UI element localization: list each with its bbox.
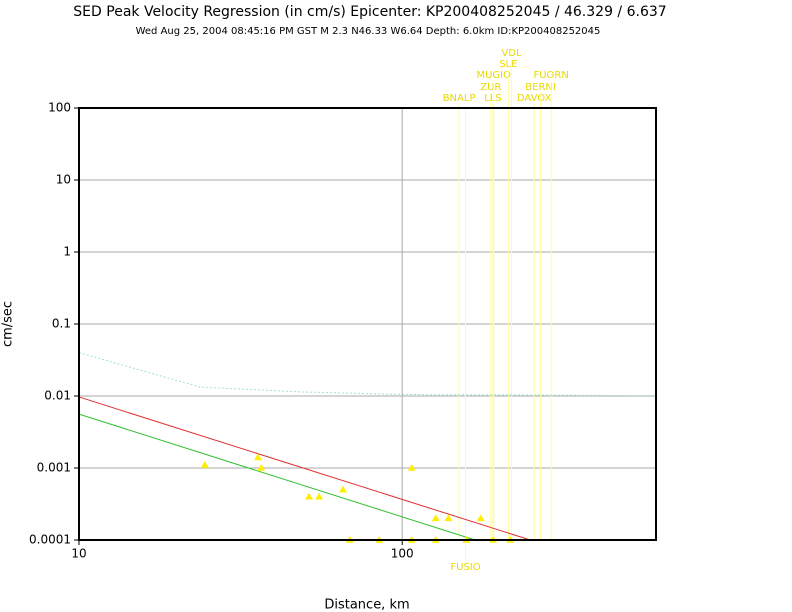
data-point [339, 485, 348, 493]
data-point [315, 492, 324, 500]
fit-line [78, 352, 657, 397]
data-point [407, 464, 416, 471]
y-tick-label: 0.01 [44, 389, 71, 403]
x-axis-label: Distance, km [324, 598, 409, 612]
plot-frame [78, 107, 657, 541]
x-tick-label: 10 [71, 547, 86, 561]
data-point [444, 514, 453, 522]
station-label: BNALP [443, 93, 476, 104]
station-label: ZUR [480, 82, 501, 93]
y-tick-label: 0.001 [37, 461, 71, 475]
data-point [305, 492, 314, 500]
station-label: FUSIO [450, 562, 480, 573]
data-point [200, 461, 209, 468]
y-tick-label: 100 [48, 101, 71, 115]
station-label: LLS [484, 93, 502, 104]
station-label: DAVOX [517, 93, 552, 104]
chart-subtitle: Wed Aug 25, 2004 08:45:16 PM GST M 2.3 N… [136, 26, 601, 37]
y-tick-label: 0.0001 [29, 533, 71, 547]
station-label: MUGIO [476, 70, 511, 81]
station-label: SLE [499, 59, 517, 70]
fit-line [78, 396, 531, 541]
station-label: VDL [502, 48, 523, 59]
chart-title: SED Peak Velocity Regression (in cm/s) E… [73, 4, 666, 20]
station-label: BERNI [525, 82, 556, 93]
station-label: FUORN [533, 70, 568, 81]
data-point [476, 514, 485, 522]
y-axis-label: cm/sec [1, 301, 16, 347]
fit-line [78, 413, 476, 541]
data-point [257, 464, 266, 471]
y-tick-label: 0.1 [52, 317, 71, 331]
y-tick-label: 10 [56, 173, 71, 187]
data-point [254, 453, 263, 461]
data-point [431, 514, 440, 522]
x-tick-label: 100 [391, 547, 414, 561]
y-tick-label: 1 [63, 245, 71, 259]
